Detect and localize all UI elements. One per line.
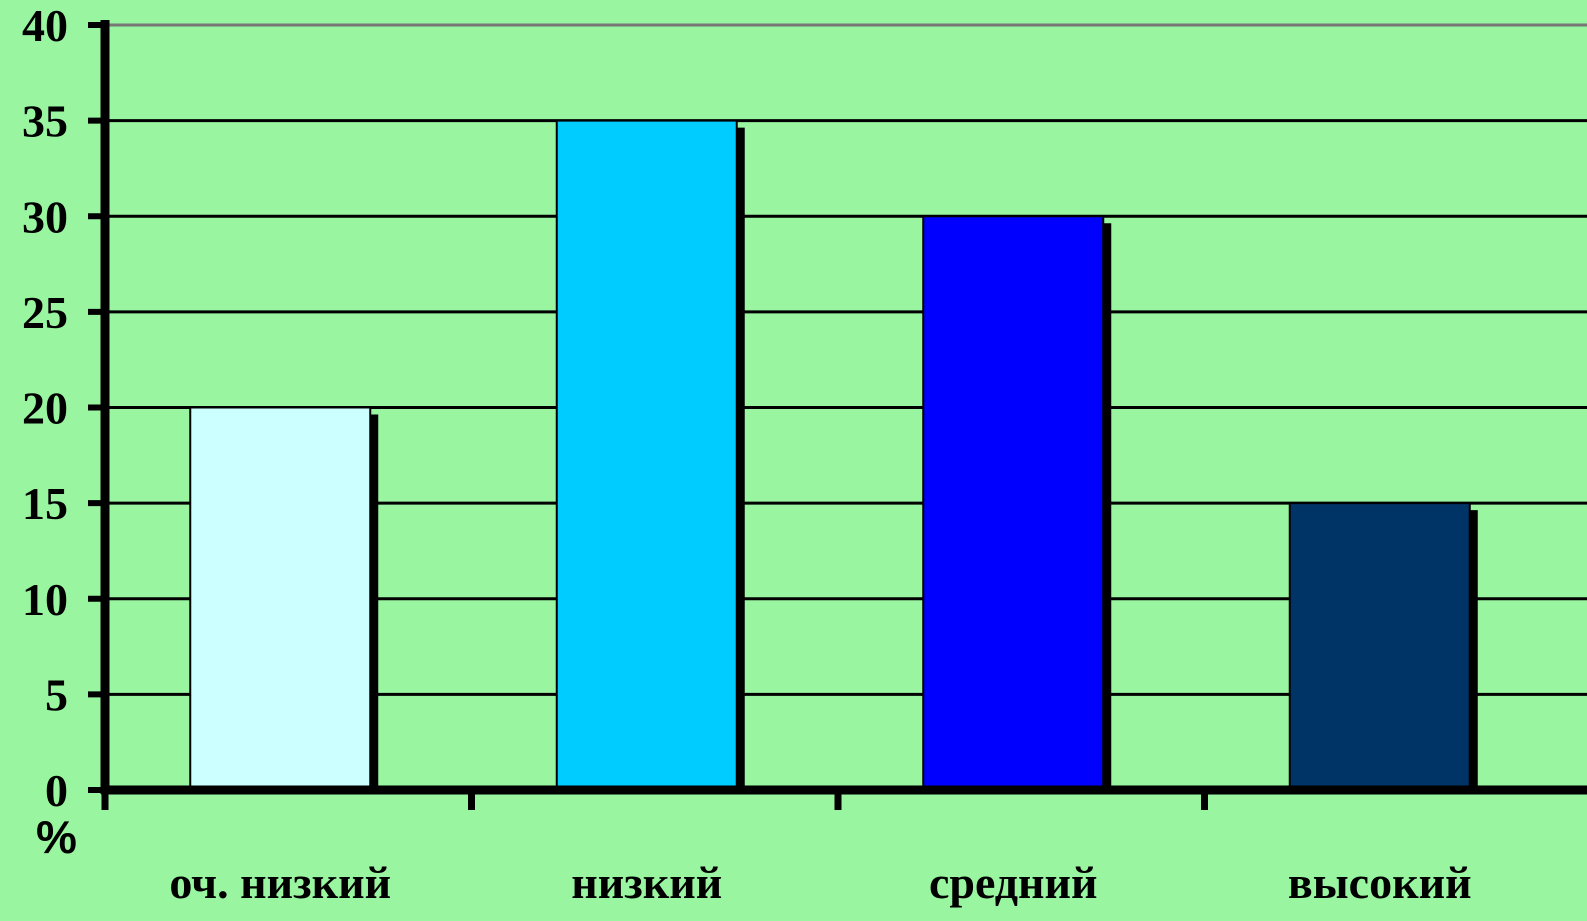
y-tick-label: 25 [22, 287, 68, 338]
x-category-labels: оч. низкий низкий средний высокий [169, 857, 1471, 908]
axes [88, 20, 1587, 810]
x-category-label: низкий [571, 857, 722, 908]
bar [922, 215, 1105, 791]
y-tick-labels: 0 5 10 15 20 25 30 35 40 [22, 0, 68, 816]
y-tick-label: 20 [22, 383, 68, 434]
y-tick-label: 40 [22, 0, 68, 51]
y-unit-label: % [36, 811, 77, 863]
y-tick-label: 0 [45, 765, 68, 816]
x-category-label: оч. низкий [169, 857, 391, 908]
y-tick-label: 30 [22, 191, 68, 242]
y-tick-label: 15 [22, 478, 68, 529]
bar [189, 406, 372, 791]
x-category-label: средний [929, 857, 1098, 908]
y-tick-label: 35 [22, 96, 68, 147]
x-category-label: высокий [1288, 857, 1472, 908]
bar [1288, 502, 1471, 791]
bars [189, 119, 1478, 791]
y-tick-label: 5 [45, 669, 68, 720]
bar [555, 119, 738, 791]
y-tick-label: 10 [22, 574, 68, 625]
